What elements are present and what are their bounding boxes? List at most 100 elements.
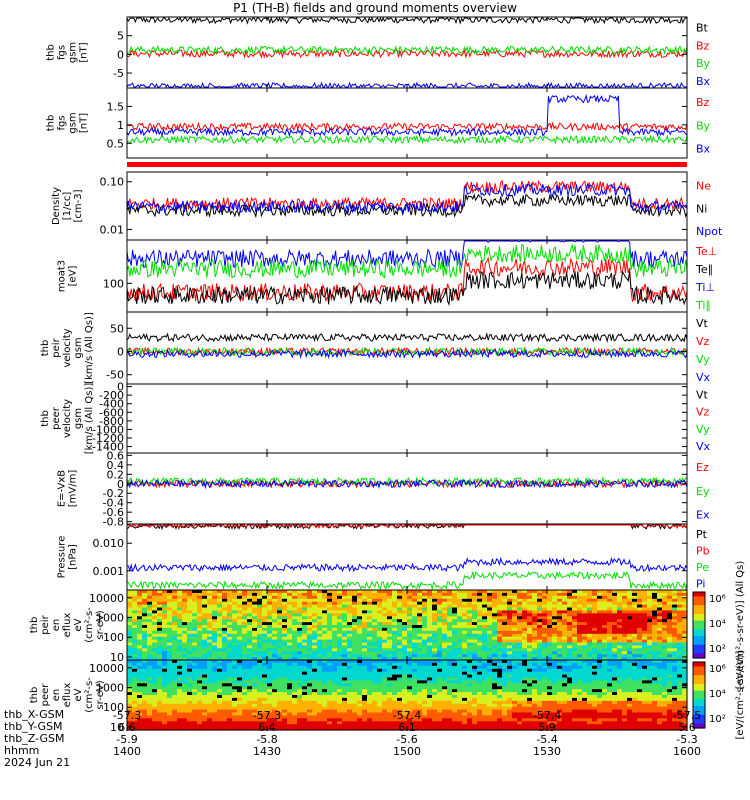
- heat-cell: [287, 619, 293, 623]
- heat-cell: [592, 595, 598, 600]
- heat-cell: [492, 648, 498, 652]
- heat-cell: [432, 724, 438, 728]
- heat-cell: [497, 697, 503, 702]
- heat-cell: [442, 703, 448, 708]
- heat-cell: [272, 654, 278, 658]
- heat-cell: [187, 616, 193, 620]
- heat-cell: [142, 636, 148, 641]
- heat-cell: [127, 709, 133, 714]
- heat-cell: [217, 697, 223, 702]
- heat-cell: [507, 689, 513, 693]
- heat-cell: [227, 595, 233, 600]
- heat-cell: [307, 633, 313, 638]
- heat-cell: [447, 648, 453, 652]
- heat-cell: [552, 651, 558, 655]
- heat-cell: [567, 648, 573, 652]
- heat-cell: [492, 604, 498, 609]
- heat-cell: [237, 654, 243, 658]
- heat-cell: [152, 657, 158, 661]
- heat-cell: [182, 627, 188, 632]
- heat-cell: [197, 700, 203, 705]
- heat-cell: [492, 680, 498, 684]
- heat-cell: [137, 668, 143, 673]
- heat-cell: [502, 636, 508, 641]
- heat-cell: [607, 636, 613, 641]
- heat-cell: [417, 680, 423, 684]
- heat-cell: [602, 616, 608, 620]
- heat-cell: [372, 680, 378, 684]
- heat-cell: [392, 703, 398, 708]
- heat-cell: [462, 665, 468, 670]
- heat-cell: [162, 674, 168, 679]
- heat-cell: [292, 592, 298, 597]
- heat-cell: [362, 651, 368, 655]
- heat-cell: [222, 692, 228, 696]
- heat-cell: [367, 595, 373, 600]
- heat-cell: [142, 703, 148, 708]
- heat-cell: [522, 674, 528, 679]
- heat-cell: [472, 662, 478, 667]
- heat-cell: [642, 601, 648, 606]
- heat-cell: [187, 636, 193, 641]
- heat-cell: [632, 630, 638, 635]
- heat-cell: [622, 616, 628, 620]
- heat-cell: [482, 636, 488, 641]
- heat-cell: [517, 703, 523, 708]
- heat-cell: [252, 727, 258, 731]
- heat-cell: [307, 724, 313, 728]
- heat-cell: [167, 607, 173, 611]
- heat-cell: [587, 592, 593, 597]
- heat-cell: [162, 648, 168, 652]
- heat-cell: [322, 590, 328, 594]
- heat-cell: [387, 674, 393, 679]
- heat-cell: [407, 619, 413, 623]
- heat-cell: [382, 715, 388, 719]
- heat-cell: [192, 598, 198, 603]
- legend-Ne: Ne: [696, 180, 711, 193]
- heat-cell: [387, 601, 393, 606]
- heat-cell: [467, 627, 473, 632]
- heat-cell: [542, 595, 548, 600]
- heat-cell: [382, 654, 388, 658]
- heat-cell: [157, 695, 163, 699]
- heat-cell: [432, 665, 438, 670]
- heat-cell: [417, 648, 423, 652]
- heat-cell: [307, 590, 313, 594]
- heat-cell: [197, 715, 203, 719]
- heat-cell: [162, 604, 168, 609]
- heat-cell: [292, 683, 298, 687]
- heat-cell: [527, 657, 533, 661]
- heat-cell: [272, 619, 278, 623]
- colorbar-cell: [693, 607, 705, 611]
- heat-cell: [282, 622, 288, 626]
- heat-cell: [632, 645, 638, 649]
- heat-cell: [377, 689, 383, 693]
- heat-cell: [207, 680, 213, 684]
- heat-cell: [282, 680, 288, 684]
- heat-cell: [422, 601, 428, 606]
- heat-cell: [482, 718, 488, 722]
- heat-cell: [227, 709, 233, 714]
- heat-cell: [147, 683, 153, 687]
- heat-cell: [132, 692, 138, 696]
- heat-cell: [452, 671, 458, 676]
- heat-cell: [677, 601, 683, 606]
- heat-cell: [532, 627, 538, 632]
- heat-cell: [292, 639, 298, 644]
- heat-cell: [502, 616, 508, 620]
- heat-cell: [167, 590, 173, 594]
- heat-cell: [657, 595, 663, 600]
- heat-cell: [207, 619, 213, 623]
- heat-cell: [147, 660, 153, 664]
- heat-cell: [532, 607, 538, 611]
- heat-cell: [232, 651, 238, 655]
- heat-cell: [477, 590, 483, 594]
- heat-cell: [482, 671, 488, 676]
- heat-cell: [227, 683, 233, 687]
- heat-cell: [612, 627, 618, 632]
- heat-cell: [192, 686, 198, 690]
- heat-cell: [527, 648, 533, 652]
- heat-cell: [572, 639, 578, 644]
- heat-cell: [202, 622, 208, 626]
- heat-cell: [372, 727, 378, 731]
